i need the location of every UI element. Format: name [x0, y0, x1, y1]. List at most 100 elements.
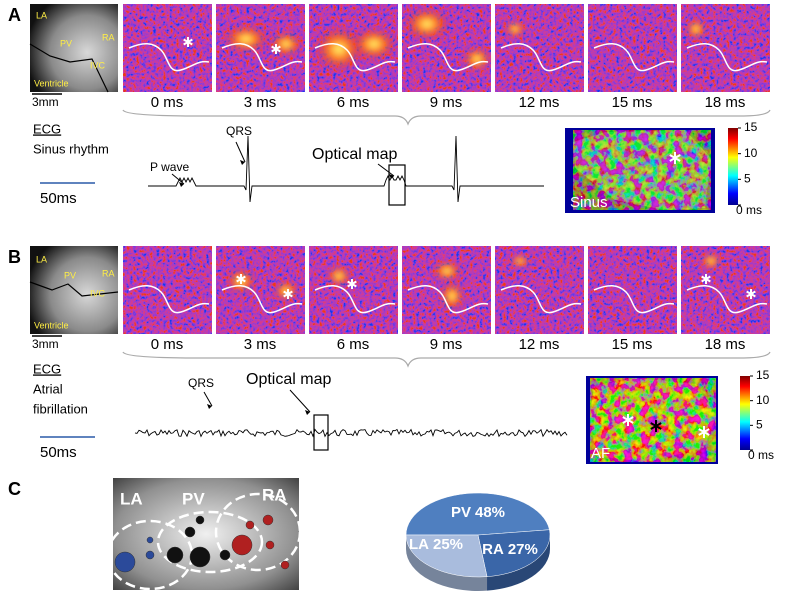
- electrode-site: [195, 515, 205, 525]
- activation-spot: [352, 28, 396, 60]
- activation-spot: [463, 47, 491, 71]
- anatomy-outline: [29, 281, 119, 297]
- panel-label: C: [8, 479, 21, 499]
- electrode-site: [262, 514, 274, 526]
- frame-time: 3 ms: [244, 336, 277, 353]
- boundary-line: [593, 285, 675, 314]
- pie-label: PV 48%: [451, 504, 505, 521]
- optical-map-box: [313, 414, 329, 451]
- heatmap-noise: [588, 246, 677, 334]
- pie-slice: [405, 534, 488, 578]
- boundary-line: [128, 285, 210, 314]
- boundary-line: [221, 43, 303, 72]
- region-label: RA: [262, 485, 287, 504]
- arrow-head: [179, 182, 184, 187]
- colorbar-tick-label: 5: [744, 172, 751, 186]
- colorbar-tick-label: 5: [756, 418, 763, 432]
- activation-map-texture: [590, 378, 716, 462]
- anatomy-label: RA: [102, 268, 115, 278]
- pie-value-label: 48%: [475, 504, 505, 521]
- frame-time: 9 ms: [430, 94, 463, 111]
- ecg-annotation: Optical map: [312, 146, 397, 163]
- activation-spot: [405, 8, 449, 40]
- electrode-site: [166, 546, 184, 564]
- asterisk: [622, 416, 634, 424]
- ecg-title: ECG: [33, 361, 61, 376]
- asterisk: [746, 290, 756, 298]
- boundary-line: [407, 285, 489, 314]
- anatomy-outline: [29, 43, 109, 93]
- frame-time: 0 ms: [151, 94, 184, 111]
- activation-spot: [274, 281, 298, 301]
- boundary-line: [128, 43, 210, 72]
- frame-time: 6 ms: [337, 94, 370, 111]
- activation-spot: [327, 266, 351, 286]
- region-outline: [156, 510, 264, 574]
- electrode-site: [231, 534, 253, 556]
- activation-spot: [315, 27, 363, 71]
- activation-spot: [510, 255, 530, 267]
- frame-time: 12 ms: [519, 336, 560, 353]
- pie-slice: [477, 529, 551, 577]
- optical-map-box: [388, 164, 406, 206]
- asterisk: [271, 45, 281, 53]
- electrode-site: [219, 549, 231, 561]
- activation-spot: [505, 21, 525, 37]
- frame-time: 9 ms: [430, 336, 463, 353]
- annotation-arrow: [203, 391, 213, 407]
- asterisk: [701, 275, 711, 283]
- heatmap-noise: [681, 246, 770, 334]
- colorbar-tick-label: 0 ms: [748, 448, 774, 462]
- heatmap-noise: [123, 4, 212, 92]
- asterisk: [183, 38, 193, 46]
- boundary-line: [500, 285, 582, 314]
- heatmap-noise: [588, 4, 677, 92]
- annotation-arrow: [235, 141, 246, 163]
- panel-label: B: [8, 247, 21, 267]
- asterisk: [283, 290, 293, 298]
- region-label: LA: [120, 489, 143, 508]
- electrode-site: [245, 520, 255, 530]
- ecg-rhythm: Sinus rhythm: [33, 141, 109, 156]
- activation-spot: [433, 261, 461, 281]
- electrode-site: [280, 560, 290, 570]
- time-scale-label: 50ms: [40, 444, 77, 461]
- ecg-trace: [148, 135, 544, 203]
- electrode-site: [184, 526, 196, 538]
- asterisk: [236, 275, 246, 283]
- panel-label: A: [8, 5, 21, 25]
- colorbar-tick-label: 15: [744, 120, 758, 134]
- arrow-head: [207, 404, 212, 409]
- colorbar-tick-label: 10: [756, 393, 770, 407]
- time-scale-label: 50ms: [40, 190, 77, 207]
- anatomy-label: Ventricle: [34, 320, 69, 330]
- asterisk: [698, 428, 710, 436]
- scale-label: 3mm: [32, 337, 59, 351]
- anatomy-label: Ventricle: [34, 78, 69, 88]
- brace: [122, 109, 771, 126]
- pie-label: LA 25%: [409, 536, 463, 553]
- electrode-site: [189, 546, 211, 568]
- colorbar: [728, 128, 738, 205]
- heatmap-noise: [495, 246, 584, 334]
- pie-slice: [405, 492, 550, 536]
- asterisk: [650, 422, 662, 430]
- pie-side: [405, 535, 488, 592]
- colorbar-tick-label: 0 ms: [736, 203, 762, 217]
- frame-time: 3 ms: [244, 94, 277, 111]
- boundary-line: [314, 285, 396, 314]
- anatomy-label: LA: [36, 254, 47, 264]
- pie-value-label: 27%: [508, 541, 538, 558]
- ecg-title: ECG: [33, 121, 61, 136]
- electrode-site: [145, 550, 155, 560]
- boundary-line: [593, 43, 675, 72]
- ecg-rhythm: Atrial: [33, 381, 63, 396]
- anatomy-label: IVC: [90, 288, 106, 298]
- frame-time: 6 ms: [337, 336, 370, 353]
- ecg-rhythm: fibrillation: [33, 401, 88, 416]
- activation-spot: [270, 32, 302, 56]
- scale-label: 3mm: [32, 95, 59, 109]
- frame-time: 15 ms: [612, 94, 653, 111]
- boundary-line: [314, 43, 396, 72]
- map-label: Sinus: [570, 194, 608, 211]
